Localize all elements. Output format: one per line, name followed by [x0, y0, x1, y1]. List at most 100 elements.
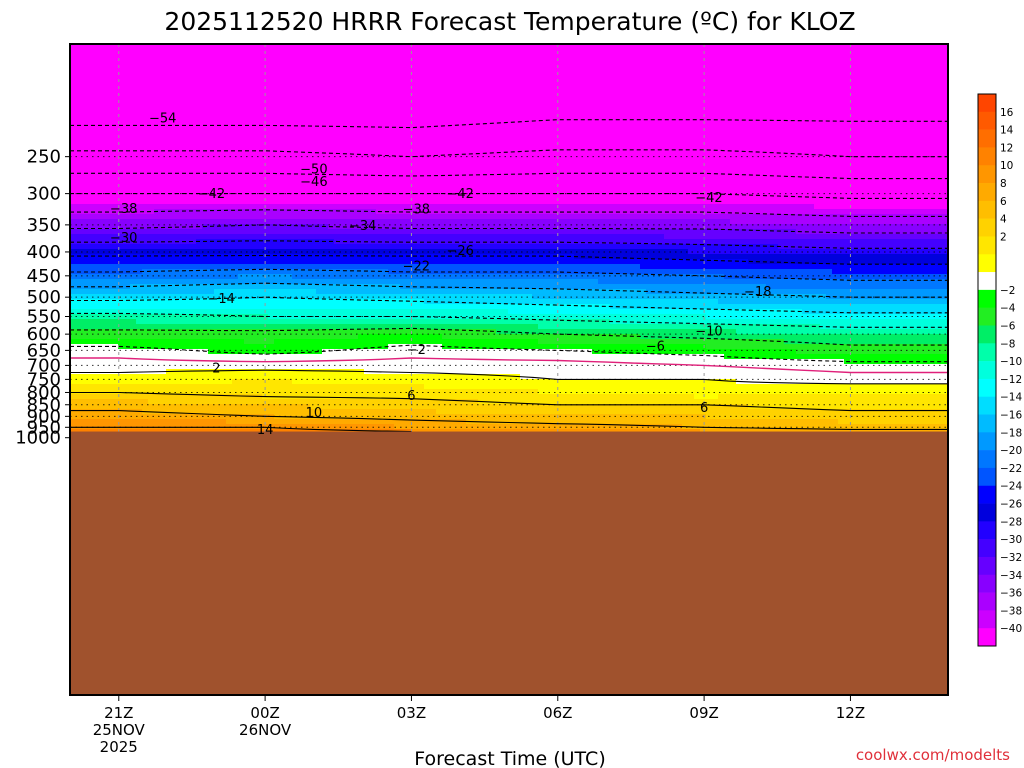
temperature-cell [946, 74, 953, 80]
temperature-cell [856, 199, 863, 205]
temperature-cell [76, 174, 83, 180]
temperature-cell [466, 59, 473, 65]
temperature-cell [148, 69, 155, 75]
temperature-cell [670, 109, 677, 115]
temperature-cell [910, 144, 917, 150]
temperature-cell [808, 139, 815, 145]
temperature-cell [178, 59, 185, 65]
temperature-cell [160, 84, 167, 90]
temperature-cell [658, 179, 665, 185]
temperature-cell [820, 129, 827, 135]
temperature-cell [580, 179, 587, 185]
temperature-cell [946, 169, 953, 175]
temperature-cell [448, 149, 455, 155]
temperature-cell [250, 104, 257, 110]
temperature-cell [676, 139, 683, 145]
temperature-cell [340, 119, 347, 125]
temperature-cell [880, 189, 887, 195]
temperature-cell [838, 79, 845, 85]
temperature-cell [304, 94, 311, 100]
temperature-cell [748, 164, 755, 170]
temperature-cell [844, 79, 851, 85]
temperature-cell [292, 64, 299, 70]
temperature-cell [142, 69, 149, 75]
temperature-cell [304, 109, 311, 115]
temperature-cell [364, 54, 371, 60]
temperature-cell [424, 169, 431, 175]
temperature-cell [214, 84, 221, 90]
temperature-cell [562, 89, 569, 95]
temperature-cell [544, 144, 551, 150]
temperature-cell [394, 149, 401, 155]
temperature-cell [796, 59, 803, 65]
temperature-cell [226, 69, 233, 75]
temperature-cell [634, 109, 641, 115]
temperature-cell [532, 204, 539, 210]
temperature-cell [766, 134, 773, 140]
temperature-cell [712, 134, 719, 140]
temperature-cell [886, 69, 893, 75]
temperature-cell [136, 129, 143, 135]
temperature-cell [400, 49, 407, 55]
temperature-cell [682, 144, 689, 150]
temperature-cell [934, 139, 941, 145]
temperature-cell [622, 109, 629, 115]
temperature-cell [346, 164, 353, 170]
temperature-cell [862, 129, 869, 135]
temperature-cell [748, 179, 755, 185]
temperature-cell [478, 124, 485, 130]
temperature-cell [184, 199, 191, 205]
temperature-cell [820, 99, 827, 105]
temperature-cell [442, 114, 449, 120]
temperature-cell [538, 194, 545, 200]
temperature-cell [754, 84, 761, 90]
temperature-cell [436, 194, 443, 200]
temperature-cell [742, 114, 749, 120]
temperature-cell [790, 134, 797, 140]
temperature-cell [190, 99, 197, 105]
temperature-cell [238, 144, 245, 150]
temperature-cell [280, 179, 287, 185]
temperature-cell [580, 94, 587, 100]
temperature-cell [880, 149, 887, 155]
temperature-cell [388, 49, 395, 55]
temperature-cell [418, 104, 425, 110]
temperature-cell [274, 59, 281, 65]
temperature-cell [382, 119, 389, 125]
temperature-cell [454, 169, 461, 175]
temperature-cell [166, 104, 173, 110]
temperature-cell [934, 64, 941, 70]
temperature-cell [766, 194, 773, 200]
temperature-cell [220, 134, 227, 140]
temperature-cell [532, 129, 539, 135]
temperature-cell [82, 74, 89, 80]
temperature-cell [748, 89, 755, 95]
temperature-cell [514, 124, 521, 130]
temperature-cell [268, 164, 275, 170]
temperature-cell [568, 49, 575, 55]
temperature-cell [508, 109, 515, 115]
temperature-cell [604, 184, 611, 190]
temperature-cell [898, 109, 905, 115]
temperature-cell [424, 104, 431, 110]
temperature-cell [424, 134, 431, 140]
temperature-cell [616, 79, 623, 85]
temperature-cell [448, 64, 455, 70]
temperature-cell [160, 54, 167, 60]
temperature-cell [484, 69, 491, 75]
temperature-cell [910, 79, 917, 85]
temperature-cell [640, 114, 647, 120]
temperature-cell [574, 199, 581, 205]
temperature-cell [232, 204, 239, 210]
temperature-cell [766, 174, 773, 180]
temperature-cell [568, 159, 575, 165]
temperature-cell [670, 99, 677, 105]
temperature-cell [550, 109, 557, 115]
temperature-cell [256, 129, 263, 135]
temperature-cell [304, 99, 311, 105]
temperature-cell [322, 119, 329, 125]
temperature-cell [838, 99, 845, 105]
temperature-cell [112, 99, 119, 105]
temperature-cell [790, 74, 797, 80]
temperature-cell [280, 194, 287, 200]
